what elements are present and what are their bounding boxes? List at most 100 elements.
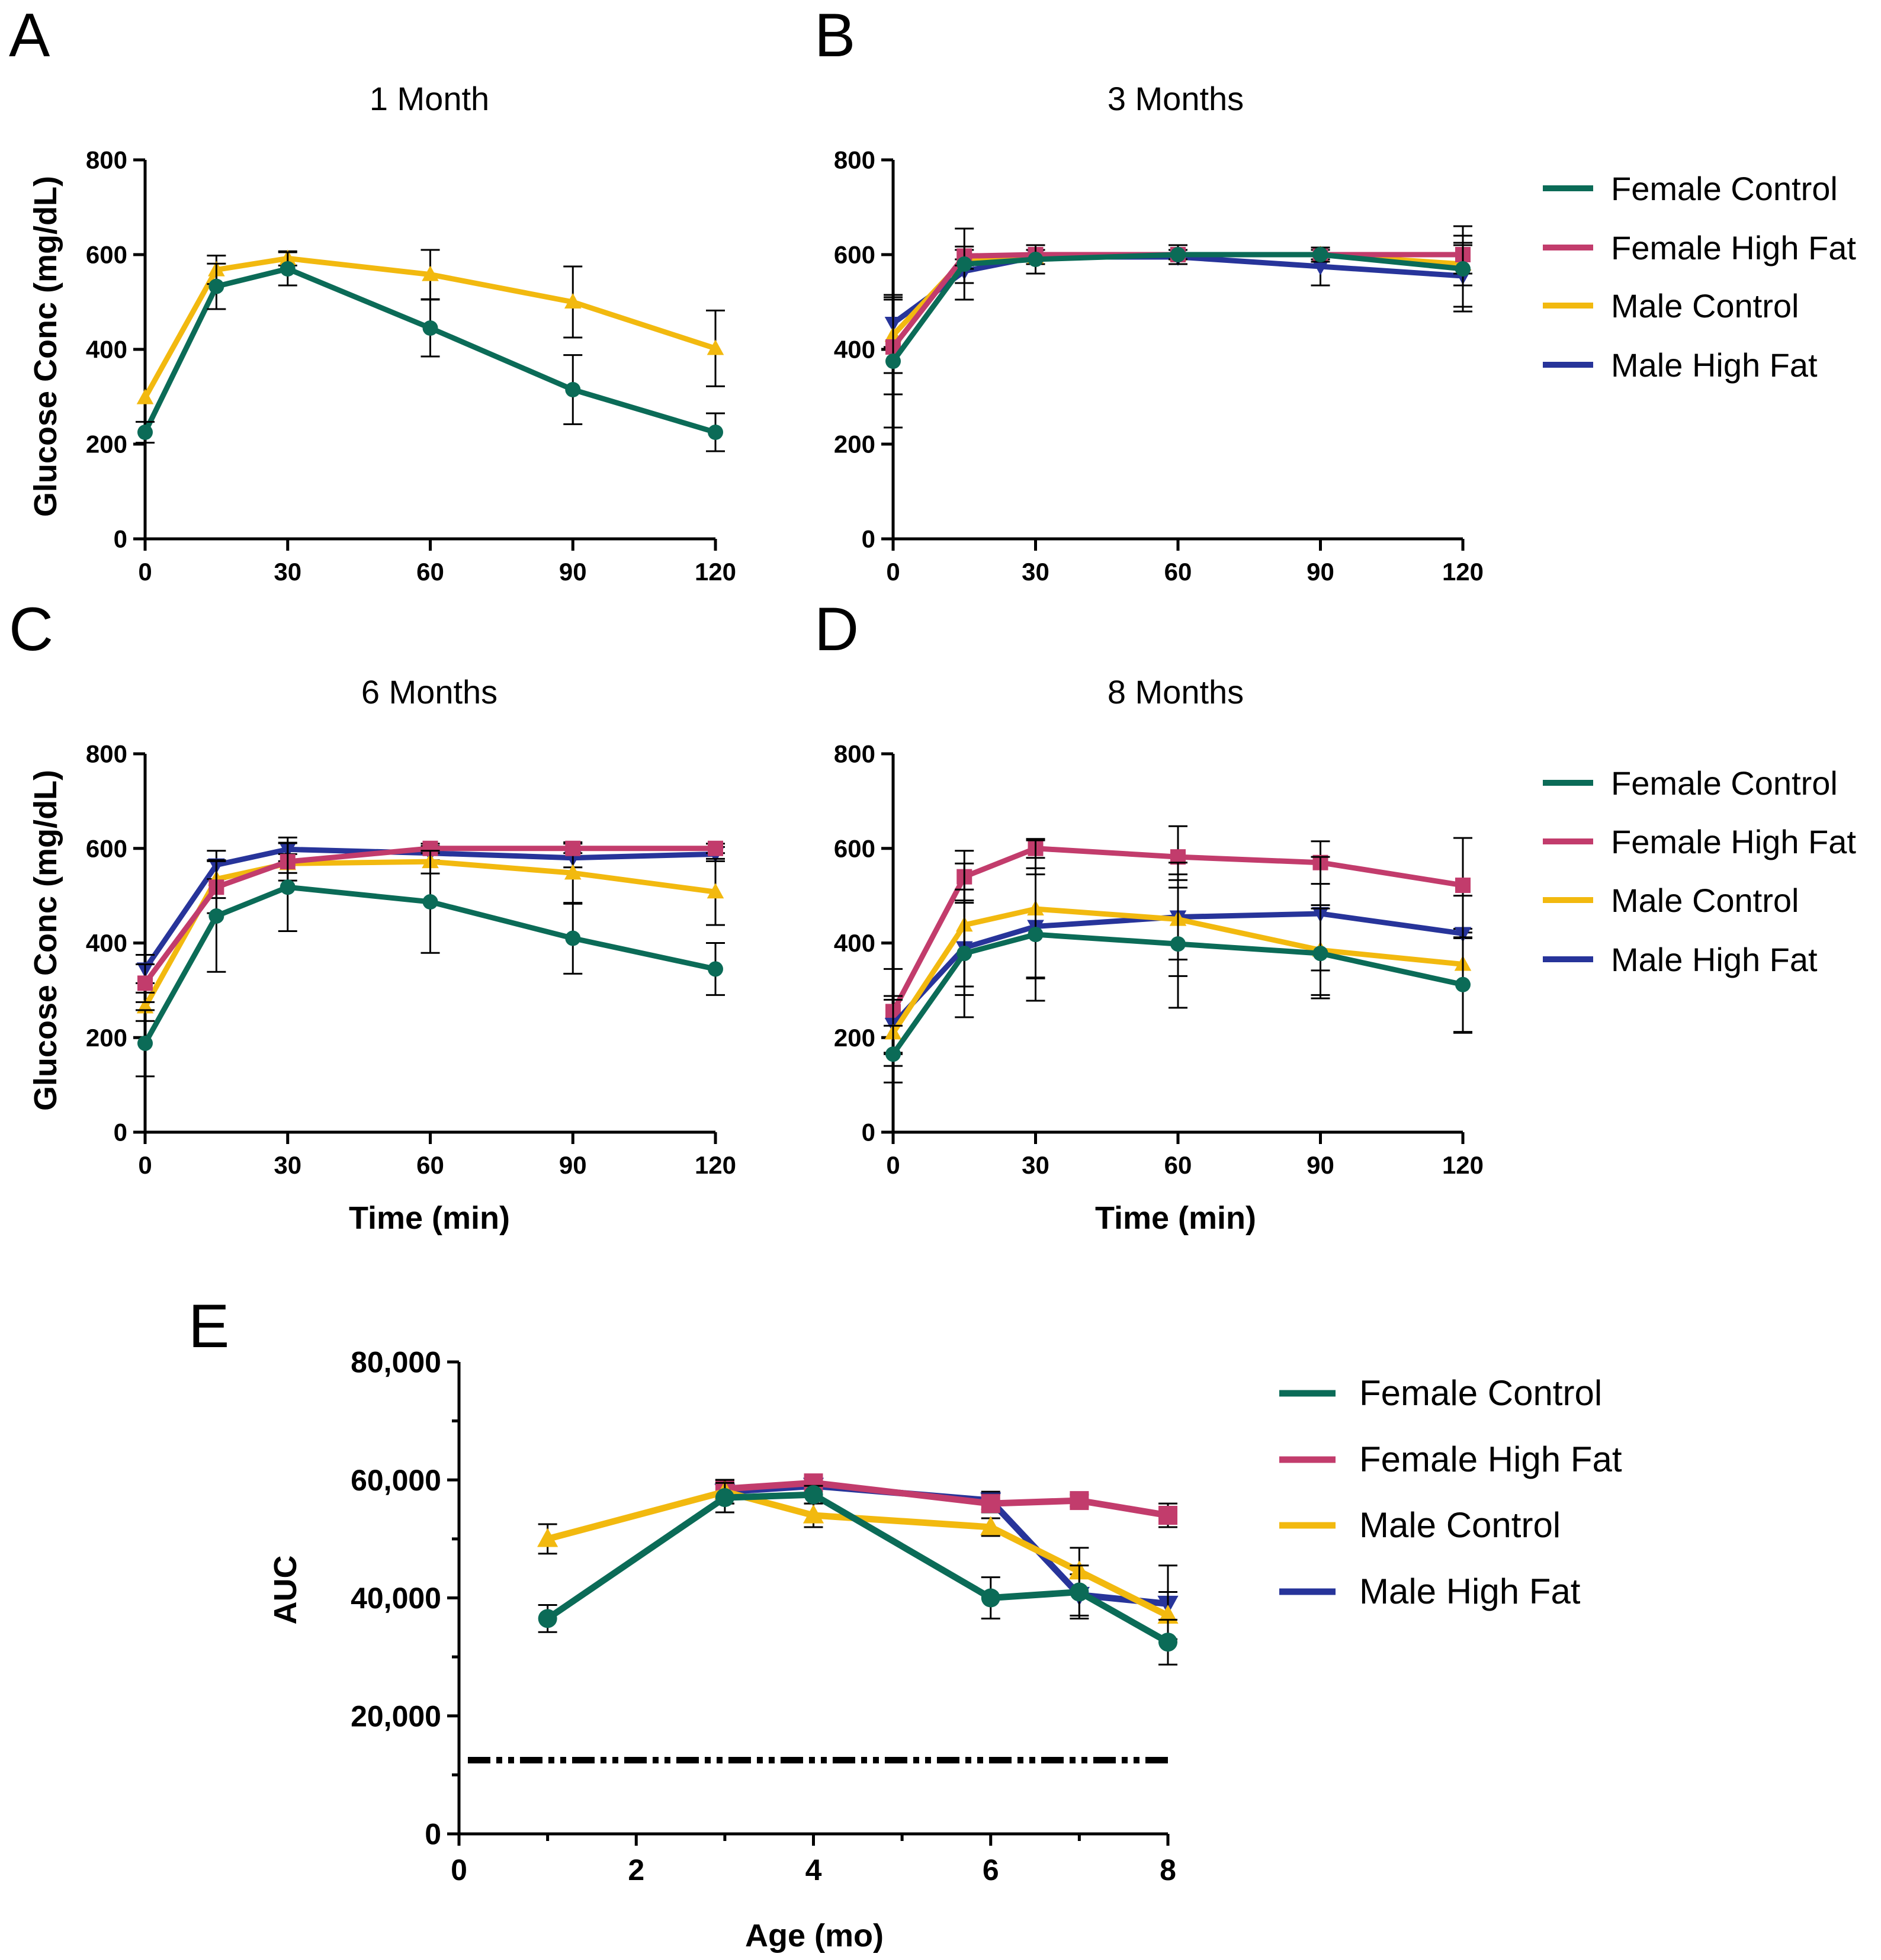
plot-area-a: 0 200 400 600 800 0 30 60 90 120: [86, 146, 736, 586]
data-point-female-control: [1312, 247, 1328, 262]
data-point-female-control: [1158, 1633, 1177, 1652]
x-axis-title-e: Age (mo): [745, 1918, 884, 1953]
data-point-male-control: [136, 388, 154, 404]
y-tick-label: 200: [86, 430, 127, 458]
data-point-female-high-fat: [1455, 878, 1471, 894]
series-female-control: [538, 1482, 1177, 1666]
data-point-female-high-fat: [137, 975, 153, 991]
data-point-male-control: [707, 339, 724, 355]
panel-letter-b: B: [814, 1, 855, 70]
x-tick-label: 0: [886, 558, 900, 586]
y-tick-label: 400: [86, 336, 127, 364]
data-point-female-control: [804, 1485, 823, 1505]
series-male-high-fat: [714, 1476, 1179, 1643]
data-point-female-control: [715, 1488, 734, 1508]
y-tick-label: 600: [834, 241, 875, 269]
data-point-female-control: [708, 425, 723, 440]
data-point-female-control: [280, 879, 296, 895]
plot-area-e: 0 20,000 40,000 60,000 80,000 0 2 4 6 8: [351, 1346, 1179, 1887]
y-tick-label: 0: [862, 525, 875, 553]
x-tick-label: 90: [559, 1151, 587, 1179]
x-tick-label: 6: [983, 1853, 999, 1887]
series-line-female-control: [891, 931, 1463, 1056]
y-tick-label: 400: [834, 336, 875, 364]
data-point-female-control: [280, 261, 296, 277]
series-line-male-control: [891, 906, 1463, 1034]
data-point-male-control: [803, 1504, 824, 1524]
data-point-male-control: [564, 293, 582, 309]
x-tick-label: 8: [1160, 1853, 1176, 1887]
data-point-female-control: [1028, 927, 1044, 943]
data-point-female-high-fat: [708, 840, 723, 856]
y-axis-title-a: Glucose Conc (mg/dL): [28, 176, 63, 517]
legend-label-male-high-fat: Male High Fat: [1611, 941, 1818, 978]
data-point-female-high-fat: [981, 1494, 1000, 1514]
data-point-male-high-fat: [1312, 259, 1329, 275]
data-point-female-control: [422, 320, 438, 336]
x-axis-title-d: Time (min): [1095, 1200, 1256, 1236]
y-tick-label: 80,000: [351, 1346, 441, 1379]
y-tick-label: 800: [834, 740, 875, 768]
series-line-female-control: [545, 1491, 1170, 1646]
panel-b: B 3 Months 0 200 400 600 800 0 30 60 90 120 Femal…: [814, 1, 1856, 586]
series-line-male-high-fat: [143, 846, 716, 971]
y-tick-label: 60,000: [351, 1464, 441, 1497]
legend-label-male-high-fat: Male High Fat: [1359, 1572, 1581, 1611]
x-tick-label: 0: [138, 1151, 152, 1179]
y-tick-label: 600: [86, 241, 127, 269]
legend-label-female-high-fat: Female High Fat: [1611, 229, 1856, 266]
series-line-female-high-fat: [891, 846, 1463, 1013]
legend-label-female-control: Female Control: [1359, 1373, 1602, 1413]
data-point-female-control: [538, 1609, 557, 1628]
x-tick-label: 120: [1442, 558, 1484, 586]
y-tick-label: 0: [425, 1818, 441, 1851]
series-line-male-control: [143, 255, 717, 399]
legend-label-male-control: Male Control: [1611, 882, 1799, 919]
y-tick-label: 800: [86, 740, 127, 768]
x-tick-label: 30: [1022, 558, 1049, 586]
x-tick-label: 0: [138, 558, 152, 586]
series-female-control: [884, 225, 1472, 429]
series-female-control: [136, 842, 725, 1078]
y-tick-label: 20,000: [351, 1699, 441, 1733]
x-tick-label: 120: [695, 1151, 736, 1179]
legend-label-male-control: Male Control: [1611, 287, 1799, 324]
panel-e: E AUC Age (mo) 0 20,000 40,000 60,000 80,000…: [188, 1292, 1622, 1953]
series-line-female-control: [891, 252, 1463, 363]
data-point-female-high-fat: [1158, 1506, 1177, 1525]
x-tick-label: 30: [1022, 1151, 1049, 1179]
data-point-male-control: [564, 864, 582, 880]
legend-e: Female Control Female High Fat Male Cont…: [1279, 1373, 1622, 1611]
panel-c: C 6 Months Glucose Conc (mg/dL) Time (mi…: [9, 595, 736, 1236]
y-tick-label: 400: [86, 929, 127, 957]
data-point-male-control: [980, 1516, 1002, 1535]
series-male-control: [136, 249, 725, 404]
panel-title-d: 8 Months: [1108, 673, 1244, 711]
data-point-male-control: [422, 265, 439, 281]
y-tick-label: 200: [834, 430, 875, 458]
x-tick-label: 90: [1307, 1151, 1334, 1179]
y-tick-label: 200: [834, 1024, 875, 1052]
data-point-female-control: [1455, 976, 1471, 992]
y-tick-label: 200: [86, 1024, 127, 1052]
panel-letter-c: C: [9, 595, 53, 664]
panel-letter-a: A: [9, 1, 50, 70]
data-point-female-control: [956, 946, 972, 962]
series-line-female-high-fat: [143, 846, 715, 985]
series-line-female-control: [142, 266, 717, 435]
legend-label-female-control: Female Control: [1611, 170, 1838, 207]
data-point-female-control: [956, 256, 972, 272]
series-line-male-high-fat: [891, 254, 1463, 326]
data-point-female-control: [1455, 261, 1471, 277]
legend-label-male-high-fat: Male High Fat: [1611, 346, 1818, 384]
plot-area-d: 0 200 400 600 800 0 30 60 90 120: [834, 740, 1484, 1179]
panel-title-c: 6 Months: [361, 673, 497, 711]
data-point-female-control: [137, 1035, 153, 1051]
x-tick-label: 60: [416, 558, 444, 586]
data-point-female-control: [137, 425, 153, 440]
data-point-female-control: [885, 1046, 901, 1062]
x-tick-label: 2: [628, 1853, 644, 1887]
legend-label-female-high-fat: Female High Fat: [1611, 823, 1856, 860]
x-tick-label: 30: [274, 558, 301, 586]
legend-b: Female Control Female High Fat Male Cont…: [1543, 170, 1856, 384]
